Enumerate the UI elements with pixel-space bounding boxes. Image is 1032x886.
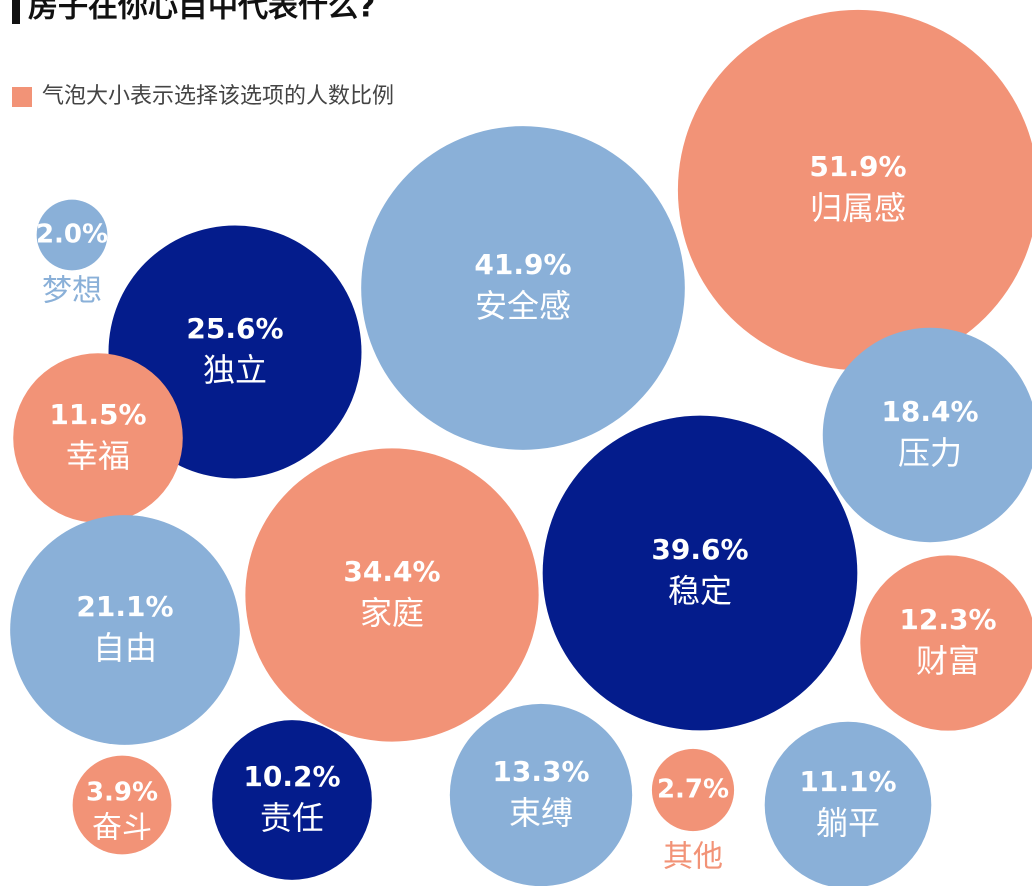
category-label: 独立 <box>203 351 267 389</box>
value-label: 21.1% <box>76 590 173 623</box>
bubble <box>212 720 372 880</box>
value-label: 11.1% <box>799 765 896 798</box>
value-label: 11.5% <box>49 398 146 431</box>
category-label: 束缚 <box>509 794 573 832</box>
category-label: 自由 <box>93 629 157 667</box>
bubble <box>764 721 932 886</box>
bubble <box>651 748 735 832</box>
value-label: 25.6% <box>186 312 283 345</box>
category-label: 压力 <box>898 434 962 472</box>
value-label: 10.2% <box>243 760 340 793</box>
category-label: 奋斗 <box>92 811 152 846</box>
category-label: 幸福 <box>66 437 130 475</box>
value-label: 13.3% <box>492 755 589 788</box>
value-label: 39.6% <box>651 533 748 566</box>
value-label: 12.3% <box>899 603 996 636</box>
category-label: 财富 <box>916 642 980 680</box>
chart-title: 房子在你心目中代表什么? <box>28 0 375 25</box>
value-label: 2.7% <box>657 775 729 805</box>
category-label: 其他 <box>663 840 723 875</box>
bubble <box>677 9 1032 371</box>
bubble <box>13 353 183 523</box>
value-label: 41.9% <box>474 248 571 281</box>
category-label: 稳定 <box>668 572 732 610</box>
bubble <box>36 199 108 271</box>
bubble <box>822 327 1032 543</box>
category-label: 责任 <box>260 799 324 837</box>
category-label: 安全感 <box>475 287 571 325</box>
bubble <box>542 415 858 731</box>
legend-swatch <box>12 87 32 107</box>
legend-label: 气泡大小表示选择该选项的人数比例 <box>42 84 394 109</box>
value-label: 2.0% <box>36 220 108 250</box>
bubble <box>245 448 539 742</box>
category-label: 归属感 <box>810 189 906 227</box>
value-label: 51.9% <box>809 150 906 183</box>
category-label: 家庭 <box>360 594 424 632</box>
value-label: 18.4% <box>881 395 978 428</box>
bubble <box>361 126 685 450</box>
bubble <box>72 755 172 855</box>
value-label: 34.4% <box>343 555 440 588</box>
value-label: 3.9% <box>86 778 158 808</box>
bubble <box>10 515 240 745</box>
bubble <box>860 555 1032 731</box>
category-label: 躺平 <box>816 804 880 842</box>
category-label: 梦想 <box>42 274 102 309</box>
title-bar <box>12 0 20 24</box>
bubble <box>449 703 633 886</box>
